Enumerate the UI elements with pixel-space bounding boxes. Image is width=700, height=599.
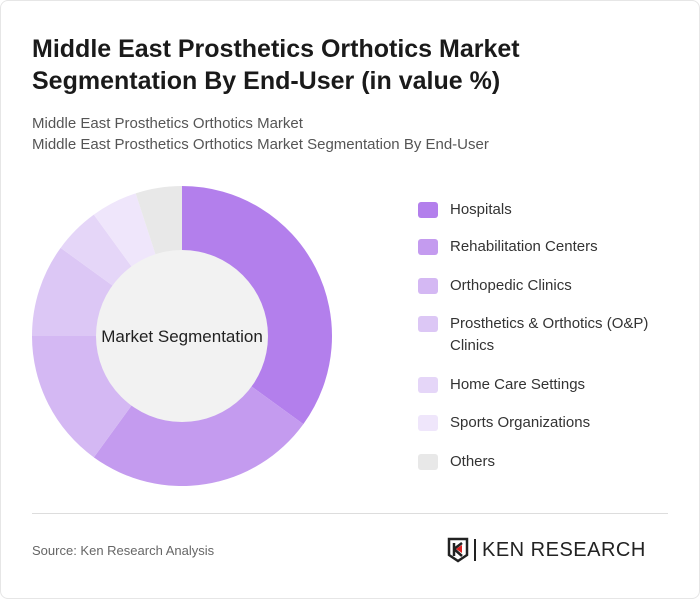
legend-label: Orthopedic Clinics (450, 277, 572, 294)
legend-item: Rehabilitation Centers (418, 236, 688, 258)
legend-swatch (418, 316, 438, 332)
legend-label: Sports Organizations (450, 414, 591, 431)
legend-swatch (418, 415, 438, 431)
legend-swatch (418, 454, 438, 470)
legend-swatch (418, 278, 438, 294)
logo-separator (474, 539, 476, 561)
divider (32, 513, 668, 514)
legend-item: Hospitals (418, 199, 688, 221)
legend-label: Others (450, 453, 496, 470)
legend-item: Orthopedic Clinics (418, 275, 688, 297)
legend-swatch (418, 377, 438, 393)
legend-swatch (418, 239, 438, 255)
legend-item: Others (418, 451, 688, 473)
logo-shield-icon (447, 537, 469, 563)
legend-swatch (418, 202, 438, 218)
legend-item: Home Care Settings (418, 374, 688, 396)
legend-item: Prosthetics & Orthotics (O&P) Clinics (418, 313, 688, 357)
logo-text: KEN RESEARCH (482, 538, 646, 561)
subtitle-line: Middle East Prosthetics Orthotics Market (32, 115, 303, 132)
subtitle-line: Middle East Prosthetics Orthotics Market… (32, 136, 489, 153)
chart-title: Middle East Prosthetics Orthotics Market… (32, 35, 520, 95)
legend-label: Hospitals (450, 201, 512, 218)
legend-label: Rehabilitation Centers (450, 238, 598, 255)
source-note: Source: Ken Research Analysis (32, 543, 215, 558)
donut-hole (96, 250, 268, 422)
ken-research-logo: KEN RESEARCH (447, 537, 646, 563)
legend-item: Sports Organizations (418, 412, 688, 434)
legend-label: Home Care Settings (450, 376, 586, 393)
donut-chart: Market Segmentation (32, 186, 332, 486)
legend-label: Prosthetics & Orthotics (O&P) Clinics (450, 315, 649, 354)
chart-subtitle: Middle East Prosthetics Orthotics Market… (32, 113, 489, 155)
center-label: Market Segmentation (101, 327, 263, 346)
